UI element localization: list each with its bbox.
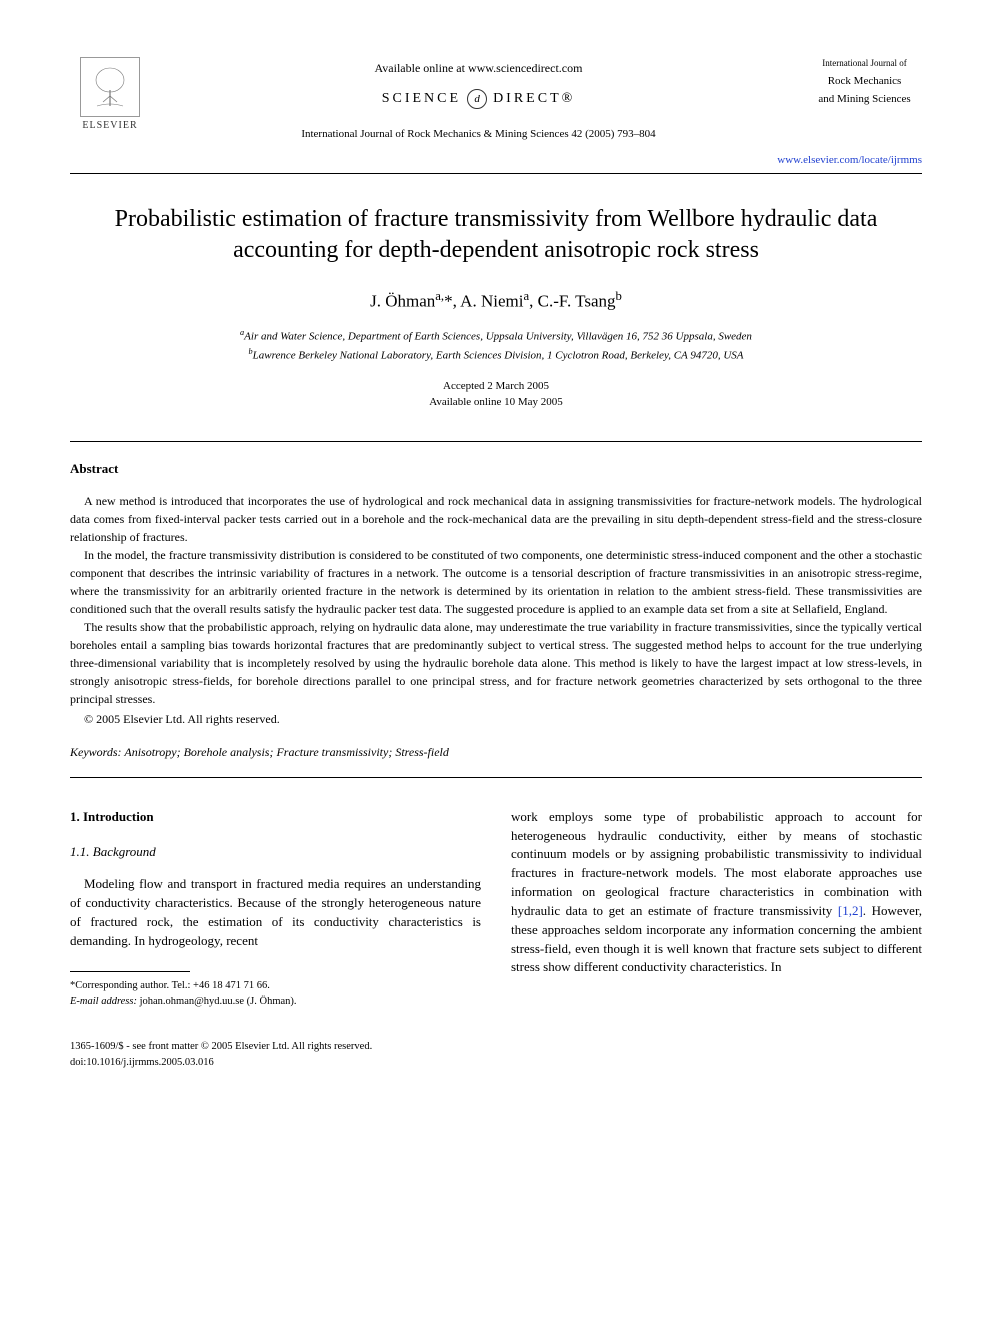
sciencedirect-logo: SCIENCE d DIRECT® xyxy=(382,89,576,109)
authors: J. Öhmana,*, A. Niemia, C.-F. Tsangb xyxy=(70,288,922,313)
sd-text-right: DIRECT® xyxy=(493,89,575,109)
email-footnote: E-mail address: johan.ohman@hyd.uu.se (J… xyxy=(70,994,481,1010)
accepted-date: Accepted 2 March 2005 xyxy=(70,378,922,395)
affiliation-a: Air and Water Science, Department of Ear… xyxy=(244,331,752,343)
body-paragraph-1: Modeling flow and transport in fractured… xyxy=(70,875,481,950)
available-online-text: Available online at www.sciencedirect.co… xyxy=(150,60,807,77)
reference-link-1-2[interactable]: [1,2] xyxy=(838,903,863,918)
publisher-name: ELSEVIER xyxy=(82,119,137,133)
column-left: 1. Introduction 1.1. Background Modeling… xyxy=(70,808,481,1071)
header-divider xyxy=(70,173,922,174)
publisher-logo: ELSEVIER xyxy=(70,50,150,140)
body-paragraph-2: work employs some type of probabilistic … xyxy=(511,808,922,978)
journal-link-row: www.elsevier.com/locate/ijrmms xyxy=(70,150,922,172)
article-title: Probabilistic estimation of fracture tra… xyxy=(70,204,922,266)
abstract-heading: Abstract xyxy=(70,460,922,478)
journal-cover: International Journal of Rock Mechanics … xyxy=(807,50,922,106)
article-dates: Accepted 2 March 2005 Available online 1… xyxy=(70,378,922,411)
sd-text-left: SCIENCE xyxy=(382,89,461,109)
abstract-body: A new method is introduced that incorpor… xyxy=(70,492,922,728)
subsection-heading: 1.1. Background xyxy=(70,843,481,862)
abstract-p2: In the model, the fracture transmissivit… xyxy=(70,546,922,618)
journal-reference: International Journal of Rock Mechanics … xyxy=(150,127,807,142)
abstract-p1: A new method is introduced that incorpor… xyxy=(70,492,922,546)
footer-doi: doi:10.1016/j.ijrmms.2005.03.016 xyxy=(70,1055,481,1071)
copyright: © 2005 Elsevier Ltd. All rights reserved… xyxy=(70,710,922,728)
keywords-values: Anisotropy; Borehole analysis; Fracture … xyxy=(124,745,449,759)
email-value: johan.ohman@hyd.uu.se (J. Öhman). xyxy=(140,996,297,1007)
affiliation-b: Lawrence Berkeley National Laboratory, E… xyxy=(253,349,744,361)
footer: 1365-1609/$ - see front matter © 2005 El… xyxy=(70,1039,481,1071)
cover-title-1: Rock Mechanics xyxy=(807,74,922,88)
corresponding-footnote: *Corresponding author. Tel.: +46 18 471 … xyxy=(70,978,481,994)
keywords-label: Keywords: xyxy=(70,745,122,759)
footer-line1: 1365-1609/$ - see front matter © 2005 El… xyxy=(70,1039,481,1055)
email-label: E-mail address: xyxy=(70,996,137,1007)
affiliations: aAir and Water Science, Department of Ea… xyxy=(70,327,922,363)
header-center: Available online at www.sciencedirect.co… xyxy=(150,50,807,142)
abstract-p3: The results show that the probabilistic … xyxy=(70,618,922,708)
abstract-bottom-divider xyxy=(70,777,922,778)
journal-link[interactable]: www.elsevier.com/locate/ijrmms xyxy=(777,154,922,166)
footnote-divider xyxy=(70,971,190,972)
section-heading: 1. Introduction xyxy=(70,808,481,827)
body-columns: 1. Introduction 1.1. Background Modeling… xyxy=(70,808,922,1071)
available-date: Available online 10 May 2005 xyxy=(70,394,922,411)
abstract-top-divider xyxy=(70,441,922,442)
cover-pretitle: International Journal of xyxy=(807,58,922,70)
elsevier-tree-icon xyxy=(80,57,140,117)
keywords-line: Keywords: Anisotropy; Borehole analysis;… xyxy=(70,744,922,777)
sd-at-icon: d xyxy=(467,89,487,109)
column-right: work employs some type of probabilistic … xyxy=(511,808,922,1071)
col2-text-a: work employs some type of probabilistic … xyxy=(511,809,922,918)
cover-title-2: and Mining Sciences xyxy=(807,92,922,106)
page-header: ELSEVIER Available online at www.science… xyxy=(70,50,922,142)
